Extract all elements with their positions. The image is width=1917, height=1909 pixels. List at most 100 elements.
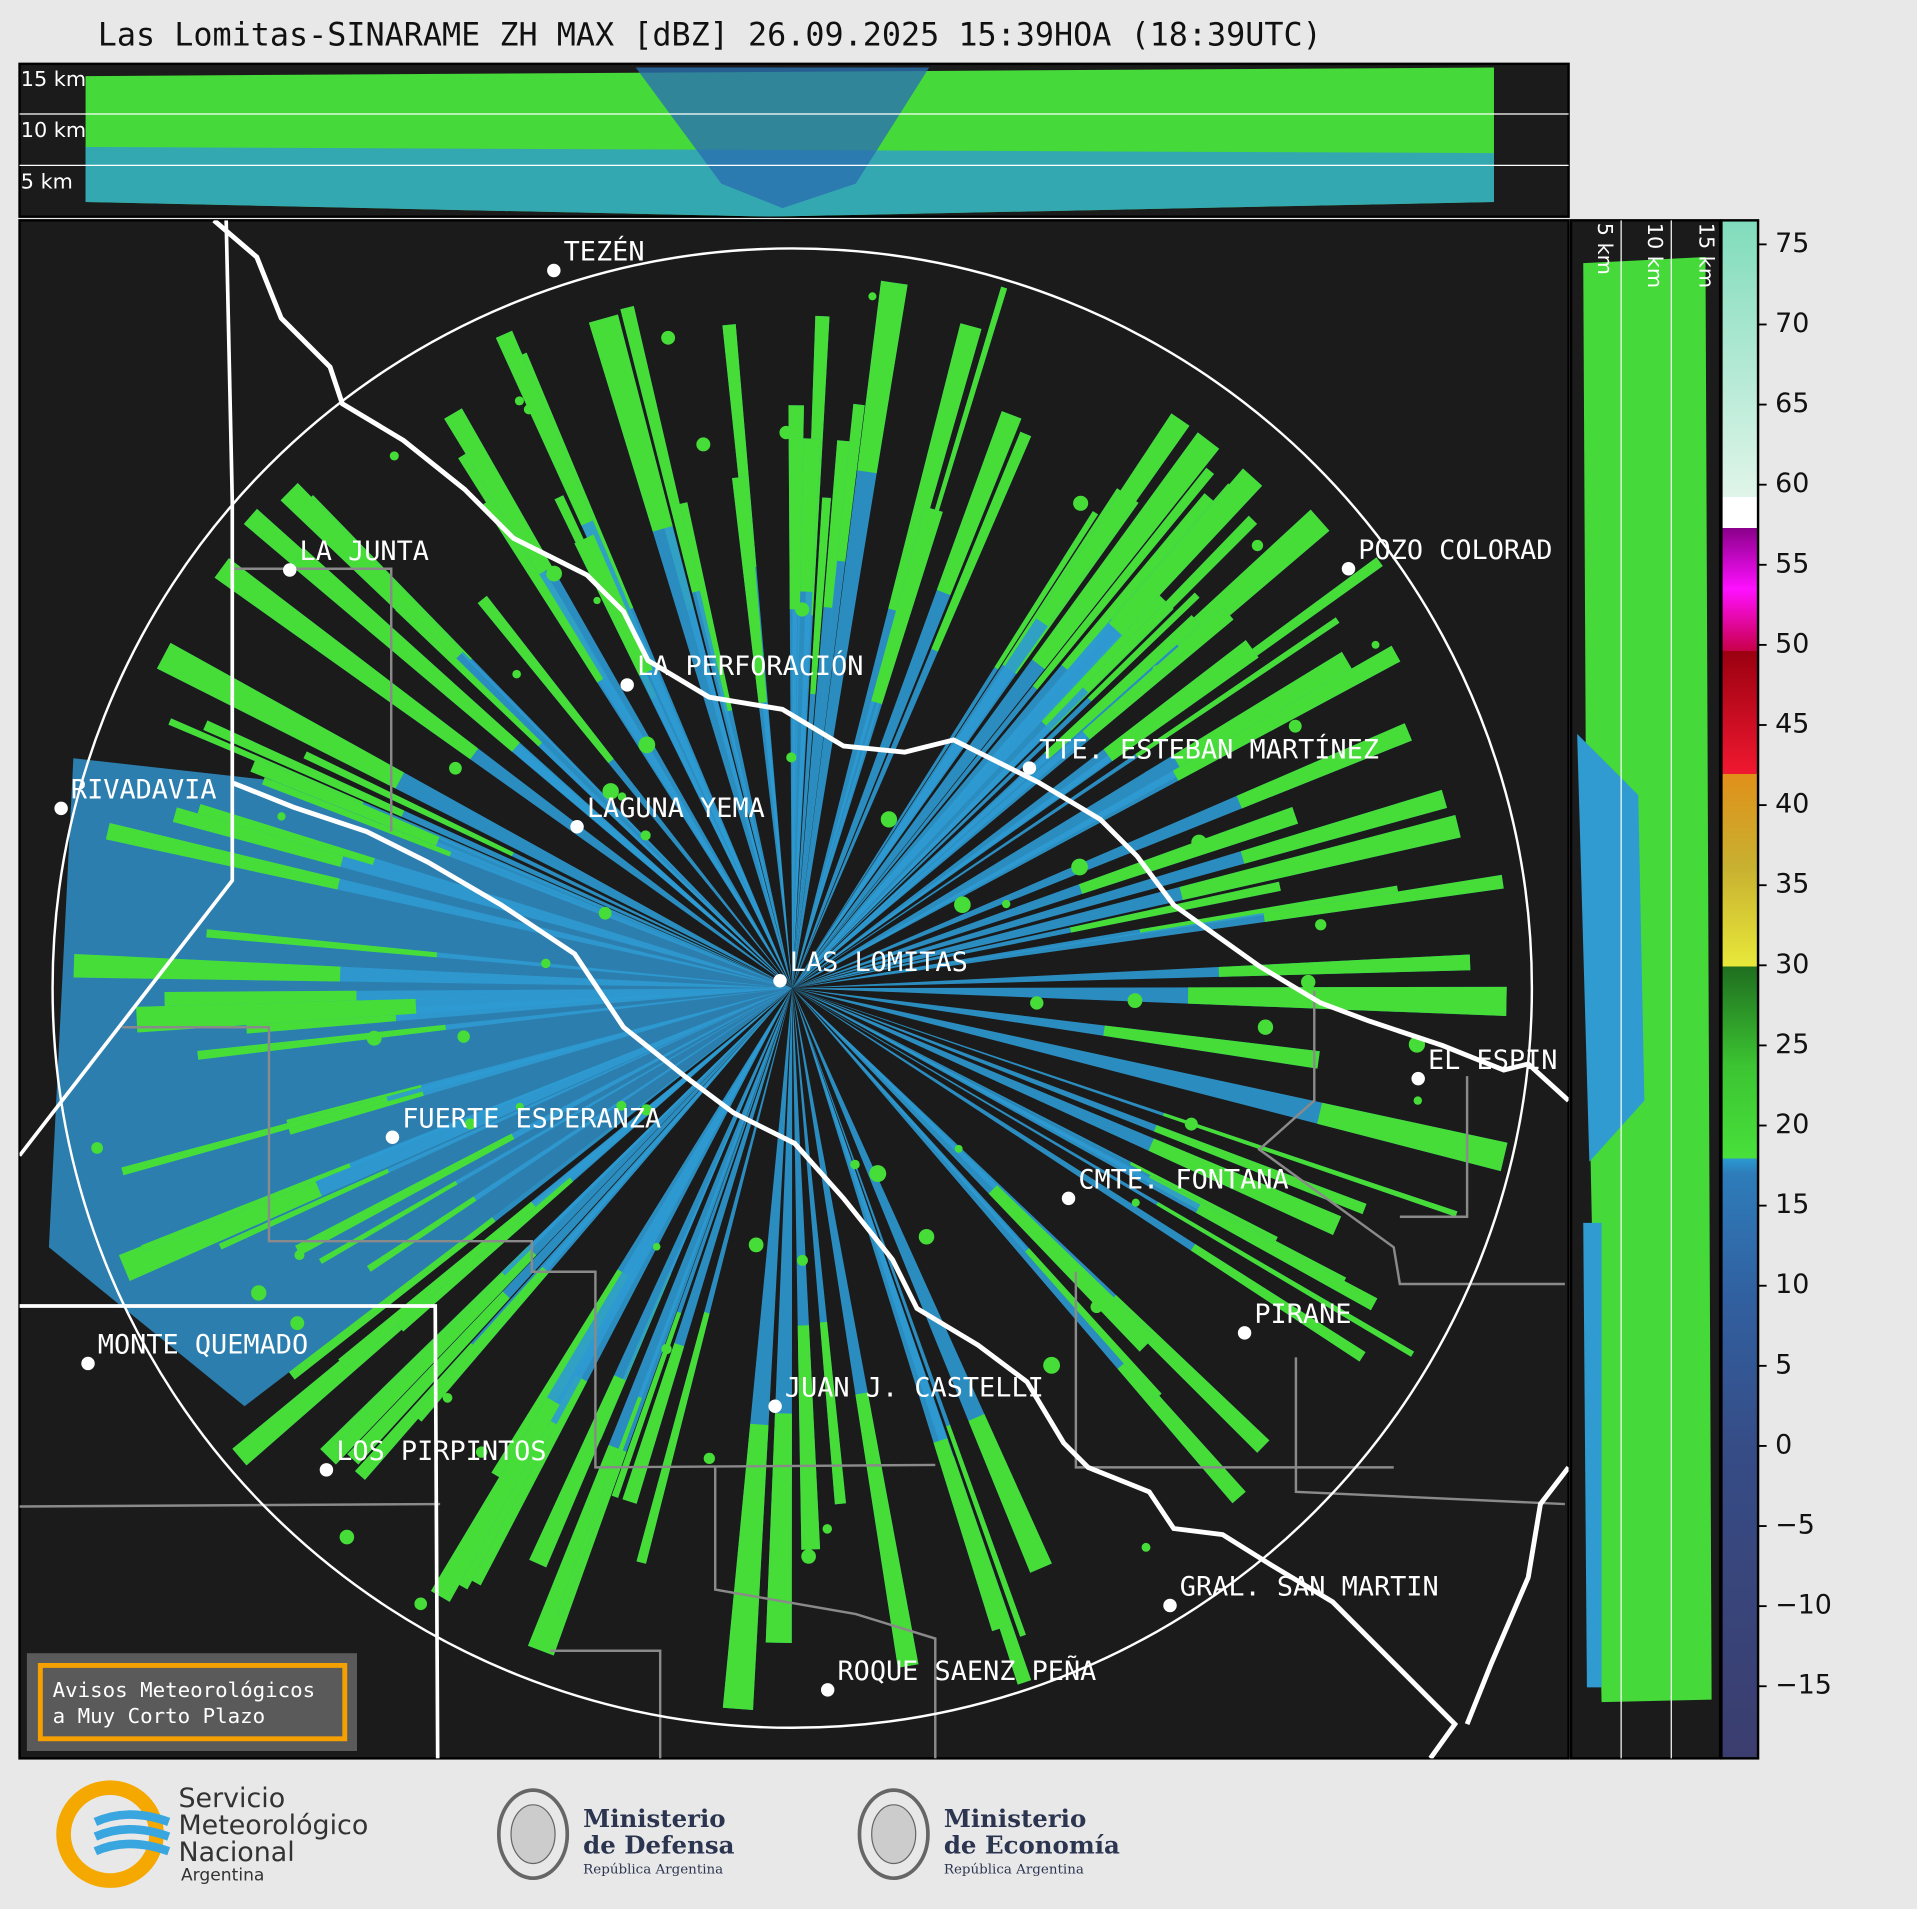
echo-ray-strong: [141, 1163, 351, 1252]
echo-ray-strong: [164, 990, 357, 1009]
echo-ray-strong: [1240, 789, 1448, 864]
echo-cell: [786, 752, 797, 763]
echo-ray-strong: [430, 1397, 560, 1602]
echo-ray-strong: [1139, 885, 1399, 934]
echo-cell: [1371, 640, 1380, 649]
colorbar-tick-label: 65: [1775, 388, 1809, 419]
echo-cell: [795, 602, 810, 617]
colorbar-tick-label: 70: [1775, 308, 1809, 339]
echo-cell: [541, 958, 551, 969]
echo-ray-strong: [529, 1375, 626, 1568]
place-dot: [319, 1463, 334, 1477]
echo-ray-strong: [1190, 1243, 1366, 1362]
echo-ray-strong: [857, 280, 908, 474]
echo-cell: [1141, 1542, 1151, 1552]
place-dot: [773, 974, 787, 988]
echo-ray-strong: [1135, 617, 1340, 758]
echo-cell: [696, 437, 711, 452]
echo-cell: [638, 736, 656, 754]
echo-cell: [294, 1249, 305, 1261]
echo-ray-strong: [988, 1185, 1155, 1352]
echo-ray-strong: [136, 998, 417, 1033]
place-label: GRAL. SAN MARTIN: [1180, 1572, 1439, 1603]
echo-ray-strong: [1148, 1138, 1342, 1235]
smn-logo: Servicio Meteorológico Nacional Argentin…: [56, 1780, 368, 1888]
echo-ray-strong: [888, 323, 982, 612]
place-dot: [768, 1399, 782, 1413]
echo-ray-strong: [1025, 1248, 1162, 1400]
echo-ray-strong: [1317, 1102, 1508, 1172]
echo-ray-strong: [1236, 723, 1412, 809]
echo-ray-strong: [118, 1177, 322, 1282]
echo-cell: [182, 655, 191, 664]
place-dot: [1022, 761, 1037, 775]
echo-ray-strong: [1172, 651, 1354, 770]
echo-cell: [640, 1104, 653, 1116]
echo-ray-strong: [218, 1168, 390, 1250]
echo-ray-strong: [1032, 467, 1215, 690]
echo-cell: [1288, 719, 1302, 733]
range-ring: [51, 247, 1534, 1730]
economia-logo: Ministerio de Economía República Argenti…: [857, 1788, 1120, 1880]
echo-cell: [703, 1452, 715, 1465]
echo-ray-strong: [295, 1133, 515, 1256]
echo-cell: [602, 1467, 618, 1482]
echo-ray-strong: [797, 1325, 821, 1550]
colorbar-tick-label: 55: [1775, 548, 1809, 579]
echo-cell: [1030, 996, 1044, 1010]
place-dot: [1341, 562, 1356, 576]
echo-ray-strong: [810, 497, 831, 695]
echo-ray-strong: [1171, 509, 1330, 654]
echo-ray-strong: [1082, 515, 1258, 693]
echo-cell: [1131, 1198, 1140, 1207]
echo-cell: [449, 761, 462, 775]
alt-label: 5 km: [21, 170, 73, 194]
place-dot: [570, 820, 584, 834]
echo-cell: [1001, 899, 1011, 909]
logo-text: República Argentina: [583, 1862, 723, 1877]
echo-cell: [414, 1597, 428, 1611]
colorbar-tick-label: −5: [1775, 1510, 1815, 1541]
echo-cell: [546, 565, 562, 582]
colorbar-tick-label: 15: [1775, 1189, 1809, 1220]
echo-cell: [1413, 1096, 1423, 1105]
place-label: LAS LOMITAS: [790, 947, 968, 978]
colorbar-tick-label: −15: [1775, 1670, 1832, 1701]
echo-ray-strong: [203, 720, 405, 817]
colorbar-tick-label: 50: [1775, 628, 1809, 659]
notice-text: Avisos Meteorológicos: [53, 1678, 316, 1702]
place-dot: [1061, 1191, 1076, 1206]
echo-ray-strong: [574, 534, 653, 676]
echo-ray-strong: [197, 803, 375, 866]
echo-cell: [251, 1285, 267, 1301]
place-label: RIVADAVIA: [71, 775, 217, 806]
echo-cell: [1043, 1356, 1061, 1374]
echo-cell: [1191, 834, 1207, 851]
notice-box: [26, 1653, 357, 1752]
place-dot: [385, 1130, 400, 1144]
echo-cell: [1071, 858, 1088, 876]
place-dot: [283, 563, 297, 577]
notice-border: [37, 1662, 348, 1742]
echo-ray-strong: [1078, 806, 1299, 894]
echo-cell: [801, 1549, 816, 1564]
echo-cell: [1152, 665, 1162, 675]
echo-ray-strong: [172, 807, 344, 867]
place-label: TEZÉN: [564, 236, 645, 268]
colorbar-tick-label: 5: [1775, 1349, 1792, 1380]
place-label: LA PERFORACIÓN: [637, 650, 864, 682]
colorbar-tick-label: 30: [1775, 949, 1809, 980]
echo-ray-strong: [819, 1321, 846, 1505]
echo-cell: [1257, 1019, 1274, 1035]
place-label: LOS PIRPINTOS: [336, 1436, 546, 1467]
echo-cell: [617, 792, 627, 801]
logo-text: República Argentina: [944, 1862, 1084, 1877]
echo-cell: [464, 1118, 476, 1130]
echo-ray-strong: [732, 476, 768, 703]
echo-ray-strong: [1087, 592, 1200, 702]
echo-cell: [918, 1228, 935, 1245]
echo-ray-strong: [915, 286, 1008, 575]
echo-cell: [1073, 495, 1089, 511]
place-dot: [547, 263, 561, 278]
echo-ray-strong: [1032, 432, 1220, 670]
